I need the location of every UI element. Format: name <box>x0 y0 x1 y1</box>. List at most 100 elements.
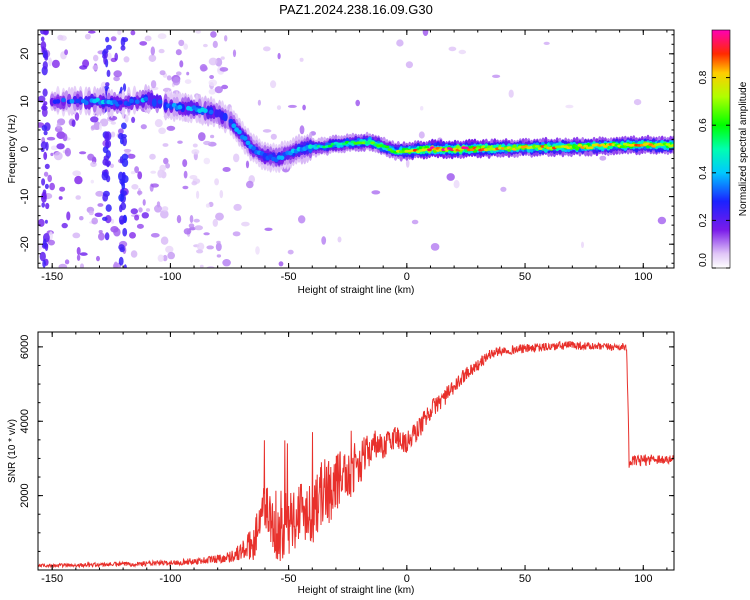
spectrogram-streak-blob <box>42 88 48 97</box>
figure-title: PAZ1.2024.238.16.09.G30 <box>279 2 433 17</box>
spectrogram-streak-blob <box>40 41 47 50</box>
spectrogram-noise-blob <box>93 54 99 62</box>
spectrogram-noise-blob <box>302 104 306 111</box>
spectrogram-ridge-cell <box>69 99 75 104</box>
spectrogram-noise-blob <box>221 84 229 90</box>
spectrogram-noise-blob <box>411 219 419 225</box>
spectrogram-noise-blob <box>76 254 81 261</box>
spectrogram-heatmap <box>38 30 674 268</box>
y-tick-label: 0 <box>19 146 31 152</box>
spectrogram-y-label: Frequency (Hz) <box>7 115 18 184</box>
spectrogram-ridge-cell <box>134 99 140 105</box>
spectrogram-noise-blob <box>80 263 84 268</box>
spectrogram-noise-blob <box>453 180 460 189</box>
spectrogram-noise-blob <box>136 223 144 229</box>
spectrogram-streak-blob <box>44 219 48 224</box>
spectrogram-streak-blob <box>39 251 46 262</box>
spectrogram-noise-blob <box>130 250 138 258</box>
spectrogram-noise-blob <box>59 186 66 192</box>
spectrogram-noise-blob <box>114 52 118 61</box>
spectrogram-noise-blob <box>99 122 102 131</box>
spectrogram-noise-blob <box>189 215 194 223</box>
spectrogram-streak-blob <box>105 82 110 87</box>
spectrogram-noise-blob <box>158 127 167 135</box>
spectrogram-streak-blob <box>118 215 125 225</box>
spectrogram-noise-blob <box>56 122 61 129</box>
spectrogram-streak-blob <box>41 193 47 203</box>
spectrogram-streak-blob <box>43 130 48 136</box>
spectrogram-noise-blob <box>276 105 282 110</box>
spectrogram-x-ticks: -150 -100 -50 0 50 100 <box>41 30 668 283</box>
spectrogram-noise-blob <box>118 128 124 135</box>
spectrogram-noise-blob <box>196 242 205 251</box>
spectrogram-streak-blob <box>118 256 124 266</box>
spectrogram-noise-blob <box>148 54 157 62</box>
y-tick-label: -20 <box>19 236 31 252</box>
spectrogram-streak-blob <box>119 204 123 213</box>
spectrogram-noise-blob <box>157 254 164 262</box>
spectrogram-noise-blob <box>138 207 143 213</box>
spectrogram-streak-blob <box>120 45 126 51</box>
spectrogram-streak-blob <box>42 30 49 36</box>
spectrogram-streak-blob <box>45 202 50 210</box>
spectrogram-noise-blob <box>134 214 140 221</box>
spectrogram-ridge-cell <box>222 112 228 122</box>
spectrogram-noise-blob <box>167 251 175 260</box>
spectrogram-noise-blob <box>49 182 55 191</box>
spectrogram-noise-blob <box>90 161 97 168</box>
snr-series-line <box>38 340 674 569</box>
spectrogram-noise-blob <box>220 56 225 60</box>
spectrogram-streak-blob <box>42 61 48 70</box>
spectrogram-noise-blob <box>182 159 188 168</box>
spectrogram-noise-blob <box>405 159 410 168</box>
spectrogram-noise-blob <box>123 56 130 63</box>
spectrogram-noise-blob <box>176 71 182 76</box>
spectrogram-noise-blob <box>145 208 151 212</box>
y-tick-label: 10 <box>19 95 31 107</box>
spectrogram-noise-blob <box>299 57 304 62</box>
spectrogram-noise-blob <box>157 33 167 40</box>
spectrogram-ridge-cell <box>231 123 237 128</box>
spectrogram-noise-blob <box>113 76 120 82</box>
spectrogram-streak-blob <box>103 48 109 54</box>
spectrogram-noise-blob <box>162 87 172 93</box>
spectrogram-noise-blob <box>113 227 121 237</box>
spectrogram-noise-blob <box>214 86 223 94</box>
spectrogram-ridge-cell <box>313 146 319 150</box>
spectrogram-noise-blob <box>177 140 183 144</box>
spectrogram-noise-blob <box>66 211 71 221</box>
spectrogram-noise-blob <box>38 244 43 251</box>
spectrogram-streak-blob <box>43 151 48 160</box>
spectrogram-noise-blob <box>446 173 455 181</box>
spectrogram-noise-blob <box>131 184 139 190</box>
spectrogram-noise-blob <box>657 216 667 225</box>
spectrogram-noise-blob <box>196 249 204 254</box>
spectrogram-noise-blob <box>215 212 224 221</box>
spectrogram-noise-blob <box>175 49 182 56</box>
spectrogram-noise-blob <box>140 124 147 130</box>
spectrogram-noise-blob <box>430 243 440 251</box>
spectrogram-noise-blob <box>50 152 54 157</box>
spectrogram-ridge-cell <box>237 129 242 135</box>
spectrogram-streak-blob <box>104 232 110 241</box>
spectrogram-noise-blob <box>99 118 109 127</box>
spectrogram-noise-blob <box>43 171 49 177</box>
spectrogram-streak-blob <box>118 244 125 251</box>
spectrogram-noise-blob <box>165 245 174 253</box>
spectrogram-noise-blob <box>287 249 294 255</box>
spectrogram-ridge-cell <box>245 140 251 146</box>
spectrogram-ridge-cell <box>228 118 234 124</box>
spectrogram-noise-blob <box>142 199 146 206</box>
spectrogram-ridge-cell <box>129 98 135 104</box>
spectrogram-noise-blob <box>54 125 63 133</box>
colorbar-tick-label: 0.8 <box>698 70 709 84</box>
spectrogram-ridge-cell <box>279 155 285 161</box>
spectrogram-noise-blob <box>210 134 215 139</box>
spectrogram-noise-blob <box>124 114 129 123</box>
spectrogram-noise-blob <box>206 245 214 250</box>
spectrogram-ridge-cell <box>427 148 432 152</box>
spectrogram-noise-blob <box>130 208 138 215</box>
spectrogram-noise-blob <box>263 46 271 52</box>
spectrogram-noise-blob <box>183 170 188 179</box>
